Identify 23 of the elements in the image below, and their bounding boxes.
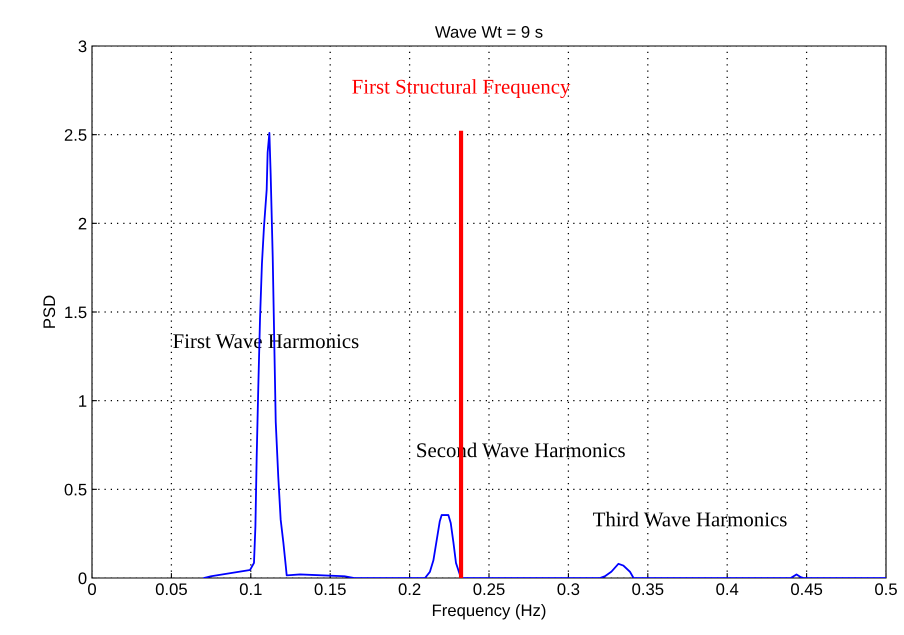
y-tick-label: 1.5 [65, 306, 86, 318]
y-tick-label: 2.5 [64, 129, 86, 141]
x-tick-label: 0.25 [473, 583, 505, 596]
x-tick-label: 0.15 [314, 583, 346, 596]
x-tick-label: 0.1 [240, 583, 262, 596]
chart-title: Wave Wt = 9 s [434, 26, 542, 38]
x-tick-label: 0.3 [557, 583, 580, 596]
x-tick-label: 0 [88, 583, 96, 596]
y-tick-label: 0 [78, 572, 86, 584]
x-tick-label: 0.2 [398, 583, 420, 596]
y-tick-label: 0.5 [64, 484, 86, 496]
x-tick-label: 0.05 [156, 583, 187, 596]
x-axis-title: Frequency (Hz) [432, 604, 546, 620]
x-tick-label: 0.5 [875, 583, 897, 596]
annotation: Third Wave Harmonics [593, 512, 787, 527]
ref-line-label: First Structural Frequency [352, 79, 570, 98]
x-tick-label: 0.4 [716, 583, 738, 596]
x-tick-label: 0.45 [791, 583, 822, 596]
y-tick-label: 3 [78, 40, 86, 52]
y-tick-label: 1 [79, 395, 86, 407]
y-axis-title: PSD [43, 296, 56, 328]
x-tick-label: 0.35 [632, 583, 664, 596]
y-tick-label: 2 [78, 218, 86, 230]
